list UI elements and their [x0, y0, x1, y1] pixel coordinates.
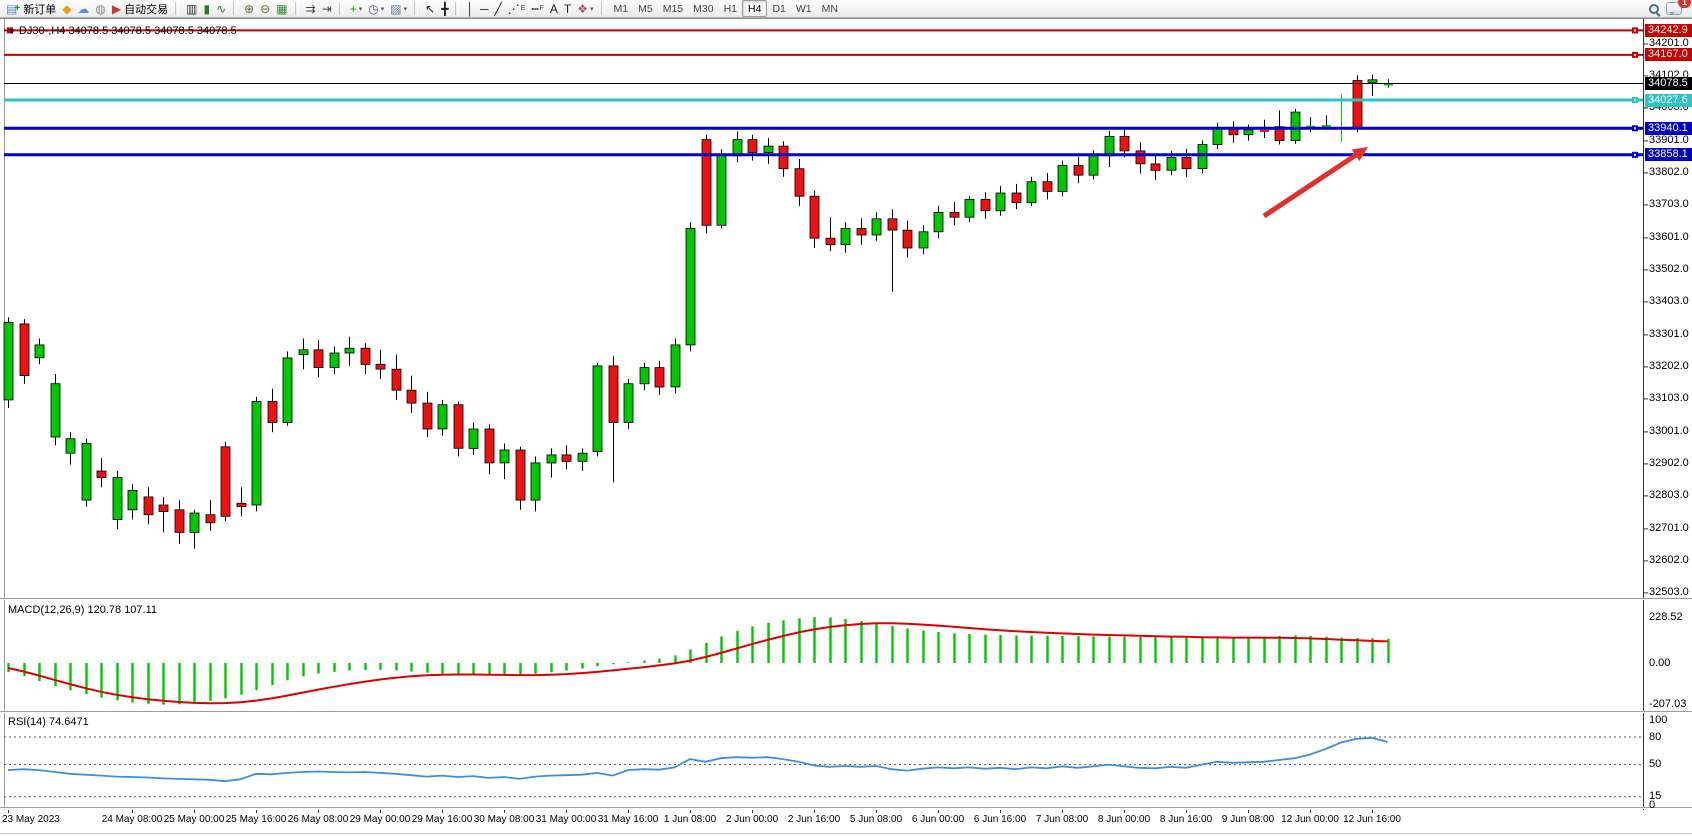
timeframe-h1-button[interactable]: H1 — [723, 2, 738, 15]
candlestick-chart-button[interactable]: ▮ — [200, 1, 213, 17]
plus-icon: + — [14, 3, 21, 14]
arrows-icon: ❖ — [577, 1, 588, 16]
toolbar-separator — [338, 2, 343, 15]
arrows-button[interactable]: ❖ ▾ — [574, 1, 596, 17]
text-label-button[interactable]: T — [561, 1, 574, 17]
periods-button[interactable]: ◷ ▾ — [365, 1, 387, 17]
community-button[interactable]: ☁ — [74, 1, 92, 17]
trendline-button[interactable]: ╱ — [491, 1, 504, 17]
price-lines-layer[interactable] — [4, 27, 1643, 158]
trend-arrow-annotation[interactable] — [1262, 147, 1368, 219]
timeframe-d1-button[interactable]: D1 — [772, 2, 786, 15]
signals-icon: ◍ — [95, 1, 106, 16]
macd-signal-line — [7, 622, 1388, 705]
new-order-button[interactable]: ▤ + 新订单 — [3, 1, 59, 17]
text-label-icon: T — [563, 1, 572, 16]
timeframe-m30-button[interactable]: M30 — [693, 2, 714, 15]
fibo-channel-icon: ┉ — [531, 1, 539, 16]
toolbar-right-group: 1 — [1645, 0, 1691, 17]
notification-count-badge: 1 — [1678, 0, 1691, 8]
templates-button[interactable]: ▨ ▾ — [387, 1, 410, 17]
new-order-icon: ▤ — [6, 1, 18, 16]
text-icon: A — [549, 1, 558, 16]
cursor-button[interactable]: ↖ — [422, 1, 438, 17]
periods-icon: ◷ — [368, 1, 379, 16]
candles-layer — [3, 74, 1393, 549]
horizontal-line-button[interactable]: ─ — [477, 1, 492, 17]
bar-chart-icon: ▥ — [186, 1, 198, 16]
fibonacci-icon: ⋰ — [507, 1, 520, 16]
cursor-icon: ↖ — [425, 1, 436, 16]
crosshair-button[interactable]: ╋ — [438, 1, 451, 17]
fibo-channel-button[interactable]: ┉ F — [528, 1, 547, 17]
templates-icon: ▨ — [390, 1, 402, 16]
line-chart-icon: ∿ — [216, 1, 227, 16]
timeframe-m5-button[interactable]: M5 — [638, 2, 653, 15]
chart-shift-icon: ⇥ — [321, 1, 332, 16]
vertical-line-icon: │ — [466, 1, 474, 16]
metaeditor-button[interactable]: ◆ — [59, 1, 74, 17]
toolbar-separator — [175, 2, 180, 15]
toolbar: ▤ + 新订单 ◆ ☁ ◍ ▶ 自动交易 ▥ ▮ ∿ ⊕ ⊖ ▦ ⇉ ⇥ + ▾ ◷ ▾ ▨ ▾ ↖ ╋ │ ─ ╱ ⋰ E ┉ F A T ❖ ▾… — [0, 0, 1692, 18]
macd-pane[interactable] — [7, 617, 1390, 705]
zoom-in-icon: ⊕ — [244, 1, 255, 16]
chart-shift-button[interactable]: ⇥ — [319, 1, 335, 17]
rsi-line — [7, 736, 1388, 783]
timeframe-m1-button[interactable]: M1 — [613, 2, 629, 15]
crosshair-icon: ╋ — [441, 1, 449, 16]
new-order-button-label: 新订单 — [23, 3, 57, 16]
horizontal-line-icon: ─ — [479, 1, 489, 16]
line-chart-button[interactable]: ∿ — [213, 1, 229, 17]
candlestick-chart-icon: ▮ — [203, 1, 211, 16]
dropdown-caret-icon: ▾ — [380, 5, 385, 13]
dropdown-caret-icon: ▾ — [590, 5, 594, 13]
icon-sub-letter: F — [539, 5, 544, 12]
timeframe-w1-button[interactable]: W1 — [795, 2, 812, 15]
rsi-pane[interactable] — [4, 736, 1643, 798]
search-icon — [1648, 3, 1660, 15]
dropdown-caret-icon: ▾ — [403, 5, 408, 13]
timeframe-m15-button[interactable]: M15 — [662, 2, 684, 15]
metaeditor-icon: ◆ — [62, 1, 72, 16]
autotrading-button-label: 自动交易 — [124, 3, 169, 16]
trendline-icon: ╱ — [494, 1, 502, 16]
autotrading-icon: ▶ — [111, 1, 122, 16]
timeframe-mn-button[interactable]: MN — [821, 2, 838, 15]
indicators-button[interactable]: + ▾ — [347, 1, 366, 17]
vertical-line-button[interactable]: │ — [463, 1, 477, 17]
timeframe-h4-button[interactable]: H4 — [742, 0, 768, 17]
notifications-button[interactable]: 1 — [1663, 0, 1691, 17]
autotrading-button[interactable]: ▶ 自动交易 — [109, 1, 171, 17]
toolbar-separator — [455, 2, 460, 15]
icon-sub-letter: E — [520, 5, 526, 12]
signals-button[interactable]: ◍ — [92, 1, 108, 17]
fibonacci-button[interactable]: ⋰ E — [505, 1, 529, 17]
zoom-in-button[interactable]: ⊕ — [241, 1, 257, 17]
indicators-icon: + — [349, 1, 357, 16]
auto-scroll-icon: ⇉ — [305, 1, 316, 16]
toolbar-separator — [294, 2, 299, 15]
dropdown-caret-icon: ▾ — [358, 5, 363, 13]
zoom-out-button[interactable]: ⊖ — [257, 1, 273, 17]
search-button[interactable] — [1645, 1, 1663, 17]
bar-chart-button[interactable]: ▥ — [183, 1, 200, 17]
toolbar-separator — [600, 2, 605, 15]
tile-windows-icon: ▦ — [276, 1, 288, 16]
community-icon: ☁ — [77, 1, 90, 16]
text-button[interactable]: A — [547, 1, 561, 17]
auto-scroll-button[interactable]: ⇉ — [303, 1, 319, 17]
toolbar-separator — [414, 2, 419, 15]
tile-windows-button[interactable]: ▦ — [273, 1, 290, 17]
zoom-out-icon: ⊖ — [260, 1, 271, 16]
toolbar-separator — [233, 2, 238, 15]
